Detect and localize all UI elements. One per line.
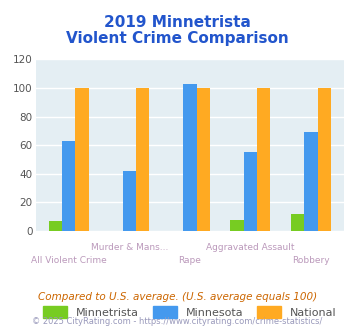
Text: Robbery: Robbery [292, 256, 330, 265]
Bar [62, 141, 76, 231]
Text: All Violent Crime: All Violent Crime [31, 256, 107, 265]
Bar [230, 219, 244, 231]
Bar [136, 88, 149, 231]
Bar [76, 88, 89, 231]
Bar [183, 84, 197, 231]
Bar [49, 221, 62, 231]
Text: Rape: Rape [179, 256, 201, 265]
Text: Murder & Mans...: Murder & Mans... [91, 243, 168, 251]
Text: Compared to U.S. average. (U.S. average equals 100): Compared to U.S. average. (U.S. average … [38, 292, 317, 302]
Bar [291, 214, 304, 231]
Text: Aggravated Assault: Aggravated Assault [206, 243, 295, 251]
Text: © 2025 CityRating.com - https://www.cityrating.com/crime-statistics/: © 2025 CityRating.com - https://www.city… [32, 317, 323, 326]
Bar [123, 171, 136, 231]
Legend: Minnetrista, Minnesota, National: Minnetrista, Minnesota, National [39, 302, 341, 322]
Bar [304, 132, 318, 231]
Bar [318, 88, 331, 231]
Bar [197, 88, 210, 231]
Text: Violent Crime Comparison: Violent Crime Comparison [66, 31, 289, 46]
Bar [244, 152, 257, 231]
Bar [257, 88, 271, 231]
Text: 2019 Minnetrista: 2019 Minnetrista [104, 15, 251, 30]
